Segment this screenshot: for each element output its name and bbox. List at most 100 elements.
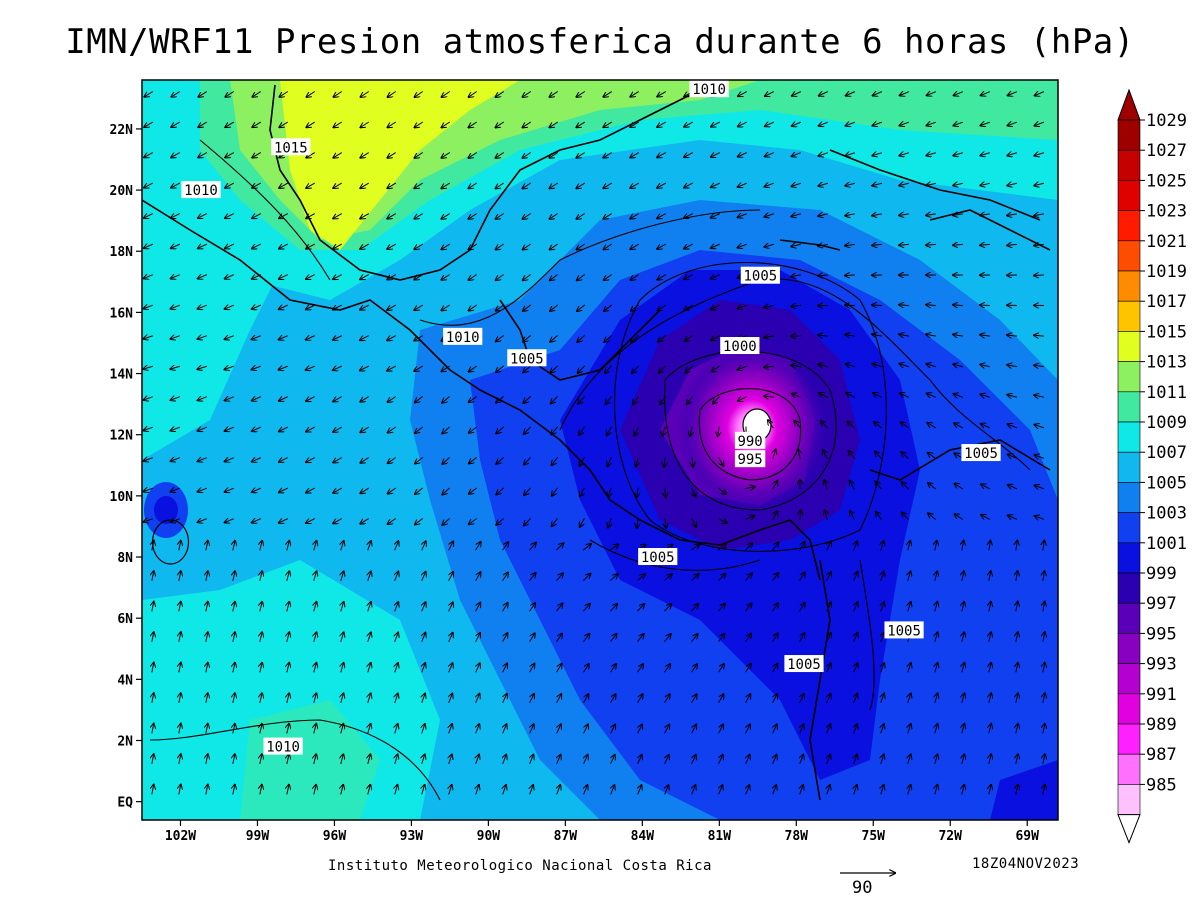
wind-arrow [908,724,911,734]
wind-arrow [827,602,831,612]
wind-arrow [1034,275,1044,276]
wind-arrow [252,152,262,158]
wind-arrow [881,602,884,612]
wind-arrow [523,213,532,219]
wind-arrow [448,542,454,551]
wind-arrow [387,121,397,127]
wind-arrow [224,366,235,369]
wind-arrow [422,572,426,582]
wind-arrow [935,693,938,704]
wind-arrow [881,694,884,704]
wind-arrow [881,572,884,582]
lat-tick-label: 18N [110,245,134,260]
wind-arrow [819,153,829,156]
contour-label: 1000 [723,339,757,355]
wind-arrow [333,152,343,158]
wind-arrow [395,693,398,704]
wind-arrow [179,571,181,581]
map-title: IMN/WRF11 Presion atmosferica durante 6 … [65,22,1135,62]
wind-arrow [388,91,397,97]
wind-arrow [360,182,370,188]
wind-arrow [368,754,371,765]
wind-arrow [476,785,479,795]
lon-tick-label: 90W [477,829,501,844]
wind-arrow [414,213,424,219]
wind-arrow [529,543,536,551]
wind-arrow [637,694,643,704]
wind-arrow [502,633,508,643]
wind-arrow [854,602,858,612]
contour-label: 1010 [184,183,218,199]
wind-arrow [306,243,316,249]
wind-arrow [198,488,208,492]
wind-arrow [605,365,612,373]
wind-arrow [287,571,290,581]
wind-arrow [1043,602,1045,612]
wind-arrow [503,724,507,734]
wind-arrow [496,304,505,311]
wind-arrow [1043,693,1045,703]
wind-arrow [818,275,828,276]
wind-arrow [872,153,883,156]
wind-arrow [603,213,613,219]
wind-arrow [631,274,640,280]
wind-arrow [908,754,911,765]
wind-arrow [846,122,856,126]
wind-arrow [827,755,831,765]
wind-arrow [414,152,424,158]
colorbar-swatch [1117,572,1141,604]
wind-arrow [582,544,591,551]
wind-arrow [745,664,751,673]
wind-arrow [1034,214,1044,216]
wind-arrow [1007,183,1017,185]
wind-arrow [442,91,451,97]
wind-arrow [388,457,397,463]
wind-arrow [746,785,750,795]
wind-arrow [827,694,831,704]
wind-arrow [962,541,964,551]
wind-arrow [469,91,478,97]
wind-arrow [476,633,480,643]
wind-arrow [524,518,531,525]
wind-arrow [152,571,154,581]
wind-arrow [341,663,344,673]
wind-arrow [171,275,181,279]
wind-arrow [387,182,397,188]
wind-arrow [989,602,991,612]
wind-arrow [603,152,613,158]
wind-arrow [768,420,774,429]
wind-arrow [954,484,964,490]
wind-arrow [415,396,424,402]
wind-arrow [279,243,289,249]
wind-arrow [252,121,262,127]
wind-arrow [287,632,290,642]
wind-arrow [738,122,748,126]
wind-arrow [387,274,397,280]
wind-arrow [846,92,856,96]
wind-arrow [198,305,208,309]
wind-arrow [502,663,508,673]
wind-arrow [981,484,991,490]
wind-arrow [1043,724,1045,734]
wind-arrow [233,632,235,642]
wind-arrow [422,754,425,765]
wind-arrow [690,544,699,551]
colorbar-label: 1001 [1146,534,1187,554]
wind-arrow [772,511,778,521]
wind-arrow [664,457,665,467]
colorbar-swatch [1117,119,1141,151]
wind-arrow [604,274,613,280]
wind-arrow [368,632,371,643]
wind-arrow [718,456,724,466]
wind-arrow [745,603,751,612]
wind-arrow [252,397,262,401]
wind-arrow [524,456,531,464]
wind-arrow [549,213,559,219]
wind-arrow [279,458,289,462]
wind-arrow [260,541,262,551]
wind-arrow [603,91,613,97]
wind-arrow [152,663,154,673]
wind-arrow [414,365,424,371]
wind-arrow [225,397,235,401]
